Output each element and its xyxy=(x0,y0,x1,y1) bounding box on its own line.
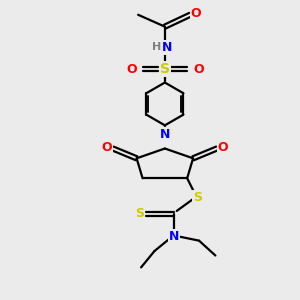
Text: S: S xyxy=(193,191,202,204)
Text: O: O xyxy=(102,140,112,154)
Text: O: O xyxy=(126,63,136,76)
Text: N: N xyxy=(162,41,172,54)
Text: H: H xyxy=(152,43,161,52)
Text: S: S xyxy=(135,207,144,220)
Text: O: O xyxy=(190,7,201,20)
Text: O: O xyxy=(193,63,204,76)
Text: O: O xyxy=(218,140,228,154)
Text: S: S xyxy=(160,62,170,76)
Text: N: N xyxy=(169,230,179,243)
Text: N: N xyxy=(160,128,170,141)
